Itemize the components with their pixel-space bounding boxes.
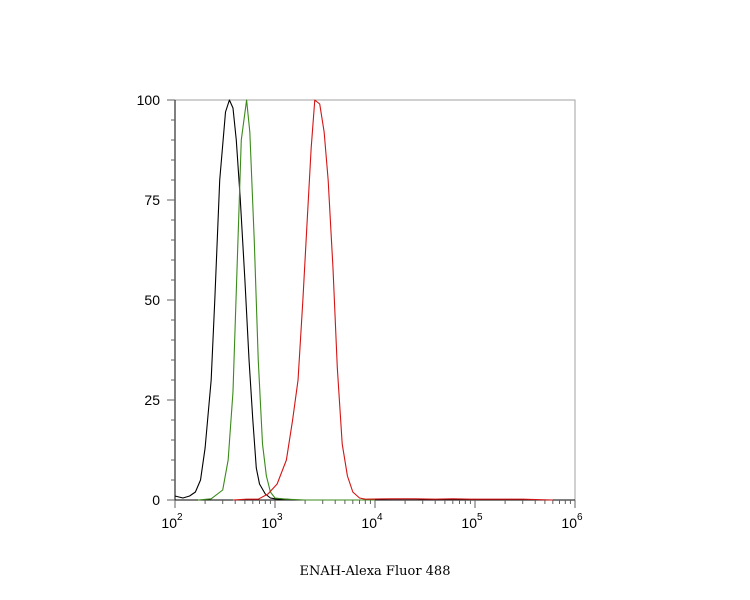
plot-frame xyxy=(174,99,576,501)
x-axis: 102 103 104 105 106 xyxy=(161,499,583,531)
histogram-series-line xyxy=(197,99,375,501)
y-tick-label: 50 xyxy=(144,292,160,308)
x-tick-label: 106 xyxy=(561,512,583,531)
y-tick-label: 75 xyxy=(144,192,160,208)
y-tick-label: 25 xyxy=(144,392,160,408)
x-axis-title: ENAH-Alexa Fluor 488 xyxy=(300,564,451,579)
histogram-series-line xyxy=(174,99,375,501)
series-layer xyxy=(174,99,553,501)
x-tick-label: 104 xyxy=(361,512,383,531)
plot-area xyxy=(174,99,576,501)
y-tick-label: 100 xyxy=(137,92,161,108)
y-axis: 0 25 50 75 100 xyxy=(137,92,176,508)
histogram-series-line xyxy=(232,99,553,501)
x-tick-label: 103 xyxy=(261,512,283,531)
y-tick-label: 0 xyxy=(152,492,160,508)
x-tick-label: 102 xyxy=(161,512,183,531)
x-tick-label: 105 xyxy=(461,512,483,531)
